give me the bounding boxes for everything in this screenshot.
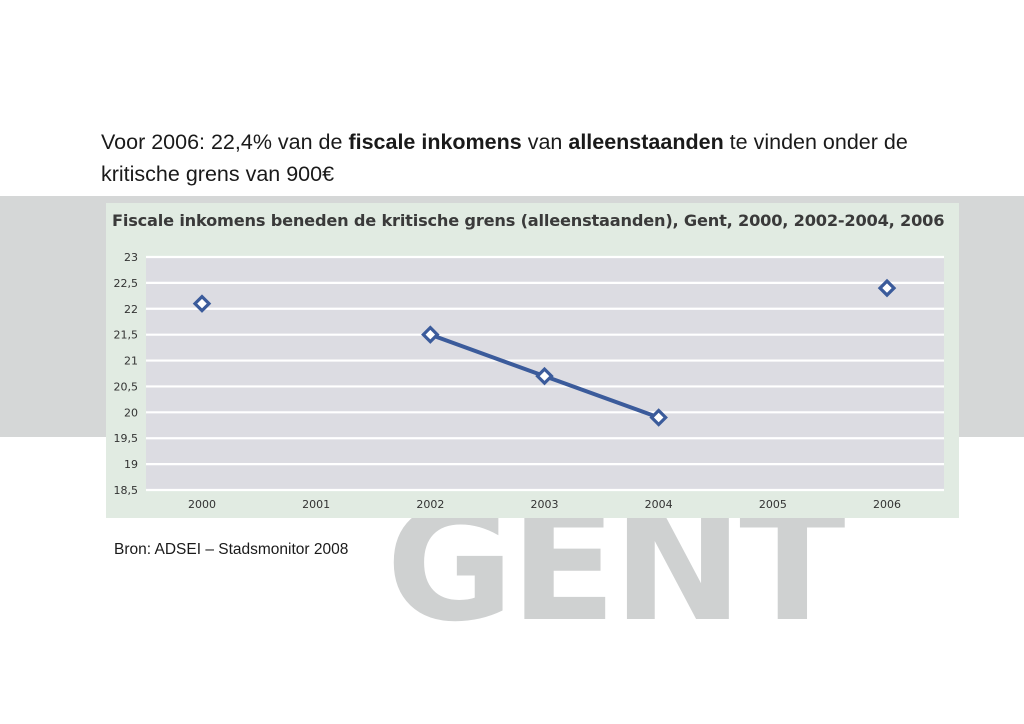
y-tick-label: 22 [124, 303, 138, 316]
x-tick-label: 2002 [416, 498, 444, 511]
intro-part-2: van [521, 130, 569, 154]
data-point-marker [421, 325, 440, 344]
intro-part-1: Voor 2006: 22,4% van de [101, 130, 349, 154]
series-line-segment [542, 374, 661, 420]
y-tick-label: 19,5 [114, 432, 139, 445]
chart-panel: 23 22,5 22 21,5 21 20,5 20 19,5 19 18,5 2000 2001 20… [106, 203, 959, 518]
x-tick-label: 2006 [873, 498, 901, 511]
y-tick-label: 18,5 [114, 484, 139, 497]
data-point-marker [192, 294, 212, 313]
y-tick-label: 23 [124, 251, 138, 264]
intro-part-3: te vinden onder de kritische grens van 9… [101, 130, 908, 186]
x-tick-label: 2000 [188, 498, 216, 511]
intro-bold-fiscale-inkomens: fiscale inkomens [348, 130, 522, 154]
y-tick-label: 20 [124, 406, 138, 419]
y-tick-label: 20,5 [114, 380, 139, 393]
x-tick-label: 2005 [759, 498, 787, 511]
x-tick-label: 2001 [302, 498, 330, 511]
intro-text: Voor 2006: 22,4% van de fiscale inkomens… [101, 126, 981, 190]
chart-title: Fiscale inkomens beneden de kritische gr… [112, 211, 945, 230]
y-tick-label: 22,5 [114, 277, 139, 290]
y-tick-label: 21,5 [114, 329, 139, 342]
x-tick-label: 2003 [531, 498, 559, 511]
data-point-marker [535, 366, 554, 386]
intro-bold-alleenstaanden: alleenstaanden [568, 130, 724, 154]
data-point-marker [649, 408, 668, 427]
y-tick-label: 19 [124, 458, 138, 471]
series-line-segment [428, 332, 547, 379]
line-chart: 23 22,5 22 21,5 21 20,5 20 19,5 19 18,5 2000 2001 20… [114, 251, 944, 511]
y-tick-label: 21 [124, 355, 138, 368]
source-note: Bron: ADSEI – Stadsmonitor 2008 [114, 541, 349, 558]
data-point-marker [877, 278, 897, 298]
x-tick-label: 2004 [645, 498, 673, 511]
